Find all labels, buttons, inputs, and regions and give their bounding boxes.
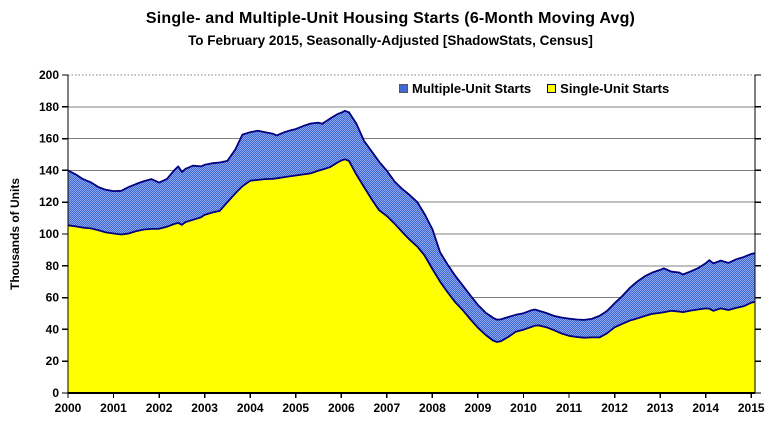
legend: Multiple-Unit Starts Single-Unit Starts xyxy=(399,81,669,96)
y-tick-label: 140 xyxy=(39,163,59,177)
x-tick-label: 2013 xyxy=(647,401,674,415)
y-axis-title: Thousands of Units xyxy=(8,178,22,290)
x-tick-label: 2015 xyxy=(738,401,765,415)
x-tick-label: 2003 xyxy=(191,401,218,415)
x-tick-label: 2009 xyxy=(465,401,492,415)
single-unit-swatch-icon xyxy=(547,84,557,93)
multiple-unit-area xyxy=(68,110,755,342)
x-tick-label: 2004 xyxy=(237,401,264,415)
y-tick-label: 120 xyxy=(39,195,59,209)
x-tick-label: 2006 xyxy=(328,401,355,415)
y-tick-label: 160 xyxy=(39,132,59,146)
legend-item-single: Single-Unit Starts xyxy=(547,81,669,96)
legend-label-multiple: Multiple-Unit Starts xyxy=(412,81,532,96)
chart-subtitle: To February 2015, Seasonally-Adjusted [S… xyxy=(188,33,593,48)
y-tick-label: 20 xyxy=(46,354,60,368)
x-tick-label: 2011 xyxy=(556,401,582,415)
y-tick-label: 100 xyxy=(39,227,59,241)
single-unit-area xyxy=(68,159,755,393)
y-tick-label: 180 xyxy=(39,100,59,114)
y-tick-label: 60 xyxy=(46,291,60,305)
x-tick-label: 2001 xyxy=(100,401,127,415)
multiple-unit-boundary xyxy=(67,109,756,321)
x-tick-label: 2000 xyxy=(55,401,82,415)
y-tick-label: 40 xyxy=(46,322,60,336)
x-tick-label: 2007 xyxy=(373,401,400,415)
x-tick-label: 2014 xyxy=(692,401,719,415)
x-tick-label: 2012 xyxy=(601,401,628,415)
x-tick-label: 2002 xyxy=(146,401,173,415)
y-tick-label: 80 xyxy=(46,259,60,273)
x-tick-label: 2005 xyxy=(282,401,309,415)
y-axis-ticks: 0 20 40 60 80 100 120 140 160 180 200 xyxy=(39,68,761,400)
single-unit-boundary xyxy=(67,158,756,343)
legend-item-multiple: Multiple-Unit Starts xyxy=(399,81,531,96)
y-tick-label: 0 xyxy=(52,386,59,400)
multiple-unit-swatch-icon xyxy=(399,84,408,93)
x-axis-ticks: 2000 2001 2002 2003 2004 2005 2006 2007 2008 2009… xyxy=(55,393,765,415)
legend-label-single: Single-Unit Starts xyxy=(560,81,670,96)
y-tick-label: 200 xyxy=(39,68,59,82)
x-tick-label: 2008 xyxy=(419,401,446,415)
x-tick-label: 2010 xyxy=(510,401,537,415)
chart-title: Single- and Multiple-Unit Housing Starts… xyxy=(145,10,636,27)
